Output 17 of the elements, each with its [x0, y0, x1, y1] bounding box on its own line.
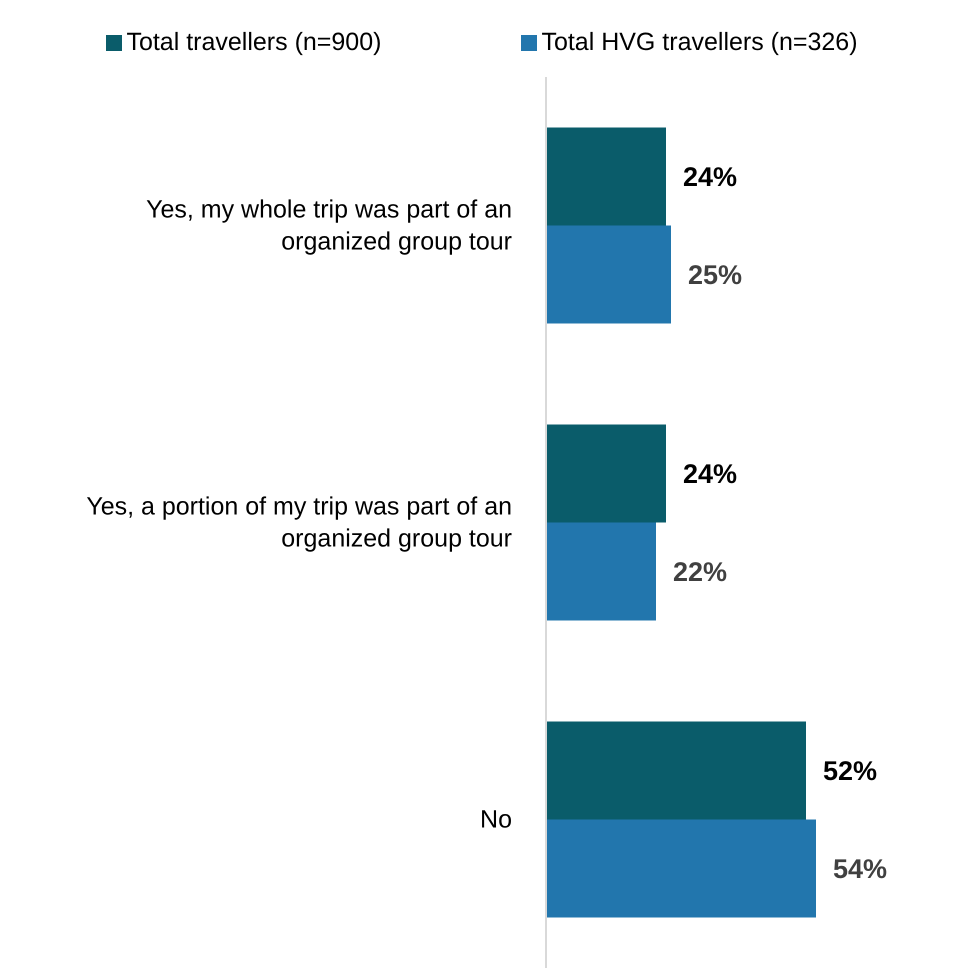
bar — [546, 127, 666, 226]
data-label: 22% — [673, 557, 728, 588]
data-label: 25% — [688, 260, 742, 290]
data-label: 24% — [683, 459, 738, 490]
bar — [546, 225, 671, 324]
legend-label: Total travellers (n=900) — [125, 28, 382, 57]
bar — [546, 424, 666, 522]
bar — [546, 522, 656, 620]
bar — [546, 721, 806, 820]
legend-label: Total HVG travellers (n=326) — [540, 28, 858, 57]
data-label: 54% — [833, 854, 888, 884]
bar — [546, 819, 816, 918]
y-tick-label: No — [480, 806, 512, 834]
data-label: 52% — [823, 756, 878, 786]
data-label: 24% — [683, 162, 738, 192]
y-tick-label: Yes, my whole trip was part of an organized group tour — [146, 196, 512, 256]
y-tick-label: Yes, a portion of my trip was part of an organized group tour — [86, 492, 512, 552]
